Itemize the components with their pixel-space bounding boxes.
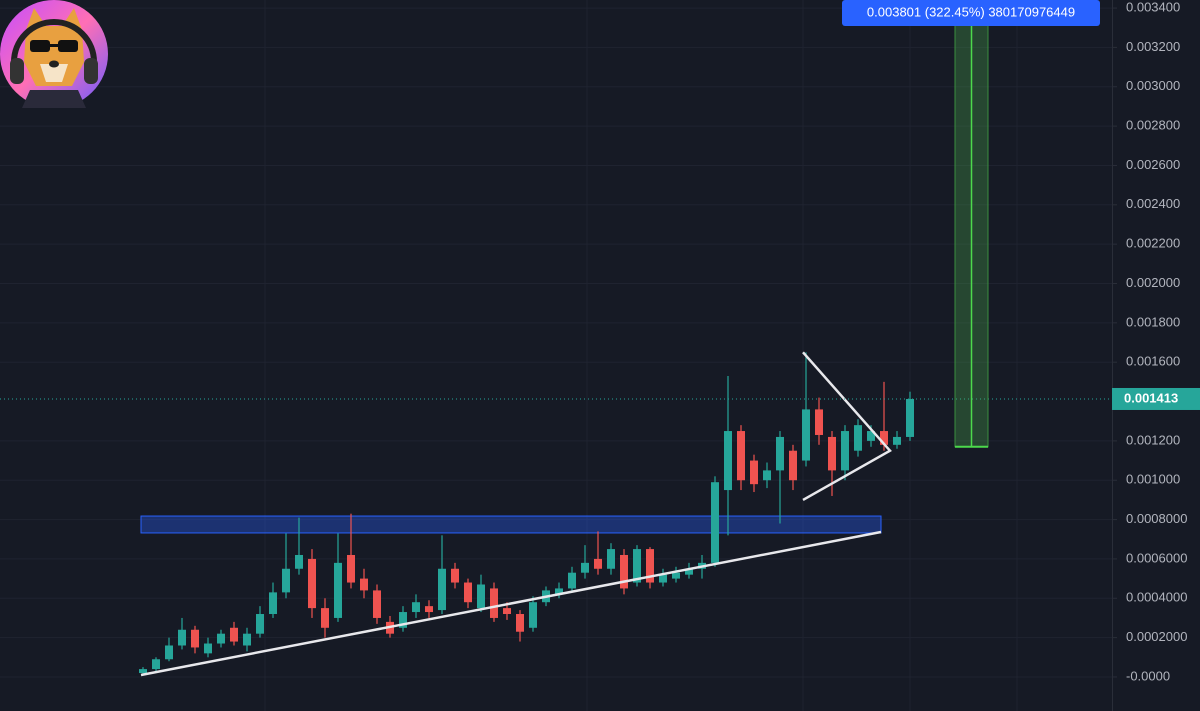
candle-body	[152, 659, 160, 670]
candle-body	[217, 633, 225, 644]
candle-body	[763, 470, 771, 481]
candle-body	[711, 482, 719, 563]
candle-body	[789, 450, 797, 481]
target-tag	[842, 0, 1100, 26]
y-tick-label: 0.002600	[1126, 157, 1180, 172]
candle-body	[607, 549, 615, 569]
y-tick-label: 0.003200	[1126, 39, 1180, 54]
candle-body	[373, 590, 381, 618]
y-tick-label: 0.0004000	[1126, 590, 1187, 605]
candle-body	[646, 549, 654, 583]
candle-body	[490, 588, 498, 618]
candle-body	[828, 436, 836, 471]
candle-body	[854, 425, 862, 451]
candle-body	[191, 629, 199, 648]
candle-body	[451, 568, 459, 583]
y-tick-label: -0.0000	[1126, 668, 1170, 683]
candle-body	[880, 431, 888, 445]
y-tick-label: 0.0008000	[1126, 511, 1187, 526]
candle-body	[893, 436, 901, 445]
candle-body	[685, 568, 693, 575]
candle-body	[841, 431, 849, 471]
candle-body	[594, 558, 602, 569]
triangle	[802, 351, 892, 501]
candle-body	[139, 669, 147, 674]
y-tick-label: 0.0002000	[1126, 629, 1187, 644]
y-tick-label: 0.001200	[1126, 432, 1180, 447]
candle-body	[529, 602, 537, 628]
candle-body	[425, 606, 433, 613]
candle-body	[724, 431, 732, 491]
y-axis-panel	[1112, 0, 1200, 711]
candle-body	[464, 582, 472, 603]
y-tick-label: 0.001800	[1126, 314, 1180, 329]
resistance-zone	[140, 515, 882, 534]
last-price-tag	[1112, 387, 1200, 410]
candle-body	[282, 568, 290, 593]
avatar	[0, 0, 108, 108]
candle-body	[334, 562, 342, 618]
y-axis: 0.003400 0.003200 0.003000 0.002800 0.002600…	[1112, 0, 1200, 683]
candle-body	[204, 643, 212, 654]
candle-body	[321, 608, 329, 628]
candle-body	[295, 554, 303, 569]
candle-body	[659, 574, 667, 583]
plot: 0.003801 (322.45%) 380170976449	[0, 0, 1112, 677]
candle-body	[230, 627, 238, 642]
last-price-label: 0.001413	[1124, 390, 1178, 405]
candle-body	[568, 572, 576, 589]
candle-body	[308, 558, 316, 609]
candle-body	[802, 409, 810, 461]
candle-body	[633, 549, 641, 583]
candle-body	[581, 562, 589, 573]
candle-body	[256, 614, 264, 634]
candle-body	[906, 398, 914, 437]
candle-body	[555, 588, 563, 595]
candle-body	[516, 614, 524, 632]
candle-body	[165, 645, 173, 660]
candle-body	[412, 602, 420, 613]
candle-body	[360, 578, 368, 591]
y-tick-label: 0.001600	[1126, 354, 1180, 369]
y-tick-label: 0.003400	[1126, 0, 1180, 15]
candle-body	[399, 612, 407, 628]
target-label: 0.003801 (322.45%) 380170976449	[867, 4, 1075, 19]
candle-body	[672, 572, 680, 579]
candle-body	[438, 568, 446, 611]
candle-body	[477, 584, 485, 609]
candle-body	[178, 629, 186, 646]
candle-body	[620, 554, 628, 589]
candle-body	[503, 608, 511, 615]
candle-body	[737, 431, 745, 481]
y-tick-label: 0.002800	[1126, 118, 1180, 133]
candle-body	[867, 431, 875, 441]
y-tick-label: 0.002000	[1126, 275, 1180, 290]
candle-body	[776, 436, 784, 471]
candle-body	[243, 633, 251, 646]
y-tick-label: 0.0006000	[1126, 550, 1187, 565]
y-tick-label: 0.002200	[1126, 236, 1180, 251]
trendline	[140, 530, 882, 677]
y-tick-label: 0.001000	[1126, 472, 1180, 487]
y-tick-label: 0.003000	[1126, 78, 1180, 93]
candle-body	[347, 554, 355, 583]
candle-body	[750, 460, 758, 485]
y-tick-label: 0.002400	[1126, 196, 1180, 211]
candle-body	[269, 592, 277, 615]
candle-body	[815, 409, 823, 435]
grid	[0, 0, 1112, 711]
